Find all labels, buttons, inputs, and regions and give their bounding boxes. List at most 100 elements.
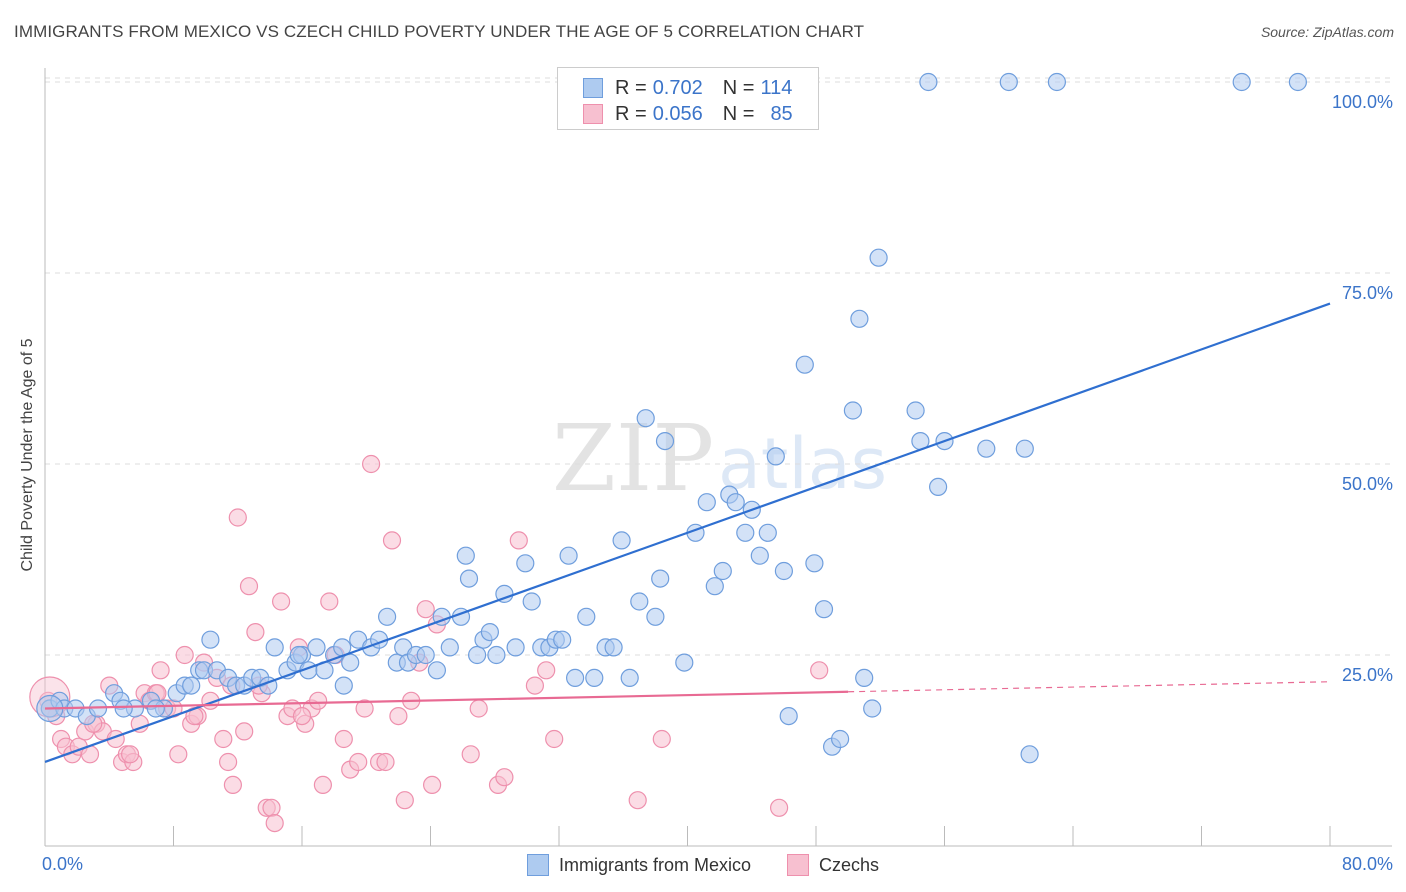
mexico-point-15 [201,630,220,649]
czechs-point-35 [246,622,265,642]
czechs-point-39 [265,813,284,833]
mexico-point-97 [869,248,888,267]
mexico-point-60 [553,630,572,649]
czechs-point-31 [223,775,242,795]
czechs-point-32 [228,508,247,527]
mexico-point-56 [522,592,541,611]
legend-swatch-czechs [787,854,809,876]
n-label: N = [722,76,755,99]
stats-row-czechs: R = 0.056 N = 85 [583,102,793,126]
legend-label-mexico: Immigrants from Mexico [558,854,751,875]
mexico-point-49 [468,645,487,665]
x-tick-label-0: 0.0% [42,854,83,874]
mexico-point-71 [646,607,665,626]
czechs-point-57 [382,531,402,550]
czechs-point-29 [214,729,233,749]
y-tick-label-1: 50.0% [1342,474,1393,494]
mexico-point-95 [855,668,874,688]
mexico-point-109 [1288,72,1308,92]
mexico-point-104 [1020,745,1039,764]
mexico-point-66 [604,638,623,657]
mexico-point-113 [289,645,308,665]
stats-row-mexico: R = 0.702 N = 114 [583,76,792,100]
mexico-point-37 [378,607,397,626]
mexico-point-106 [999,72,1018,92]
mexico-point-72 [651,569,670,588]
mexico-point-77 [705,577,724,596]
mexico-point-93 [843,401,863,420]
mexico-point-54 [506,638,525,657]
mexico-point-62 [565,668,585,688]
czechs-trend-extension [848,681,1331,693]
czechs-point-53 [355,699,374,718]
y-tick-label-2: 75.0% [1342,283,1393,303]
mexico-point-86 [774,561,794,581]
mexico-point-105 [919,72,938,92]
watermark-zip: ZIP [552,405,714,512]
mexico-point-78 [713,561,732,581]
y-tick-label-3: 100.0% [1332,92,1393,112]
czechs-trend-line [44,690,849,710]
mexico-point-32 [334,676,353,695]
mexico-point-42 [416,645,435,665]
czechs-point-68 [495,768,514,787]
mexico-point-85 [766,447,785,466]
mexico-point-98 [906,401,925,420]
czechs-point-69 [509,531,528,550]
mexico-point-108 [1232,72,1251,92]
mexico-point-110 [114,699,133,718]
legend-item-czechs[interactable]: Czechs [787,854,879,876]
mexico-point-96 [863,699,882,718]
mexico-points [36,72,1308,764]
mexico-point-94 [850,309,869,328]
mexico-point-90 [814,600,834,619]
mexico-point-68 [620,668,639,688]
mexico-point-23 [265,638,284,657]
watermark: ZIP atlas [552,405,887,512]
czechs-point-66 [469,699,488,718]
r-value: 0.056 [652,102,703,125]
mexico-point-73 [655,432,675,451]
mexico-point-111 [146,699,165,718]
czechs-point-40 [272,592,291,611]
mexico-trend-line [44,302,1331,763]
czechs-point-38 [262,798,281,817]
stats-legend-box: R = 0.702 N = 114 R = 0.056 N = 85 [557,67,819,130]
mexico-point-51 [480,622,499,642]
x-tick-label-1: 80.0% [1342,854,1393,874]
czechs-point-73 [628,791,647,810]
mexico-point-52 [487,645,506,665]
mexico-point-69 [630,592,649,611]
mexico-point-102 [977,439,996,458]
n-label: N = [722,102,755,125]
czechs-point-59 [395,791,414,810]
mexico-swatch [583,78,603,98]
mexico-point-112 [182,676,201,695]
mexico-point-61 [559,546,578,565]
czechs-point-33 [235,722,254,741]
czechs-point-19 [151,661,170,680]
czechs-point-34 [239,577,259,596]
czechs-point-71 [537,661,556,680]
czechs-point-62 [416,600,435,619]
n-value: 85 [770,102,793,125]
mexico-point-63 [577,607,596,626]
mexico-point-80 [726,493,745,512]
czechs-point-72 [545,729,564,749]
mexico-point-84 [758,523,777,542]
r-value: 0.702 [652,76,703,99]
legend-item-mexico[interactable]: Immigrants from Mexico [526,854,751,876]
czechs-point-79 [121,745,140,764]
mexico-point-64 [585,668,604,688]
r-label: R = [615,76,647,99]
legend-label-czechs: Czechs [819,854,880,875]
trend-lines [44,302,1331,763]
czechs-point-22 [169,745,188,764]
czechs-point-56 [376,752,395,772]
mexico-point-43 [427,661,446,680]
mexico-point-89 [805,554,824,573]
czechs-point-63 [423,775,442,795]
czechs-point-52 [349,752,368,772]
mexico-point-45 [440,638,459,657]
